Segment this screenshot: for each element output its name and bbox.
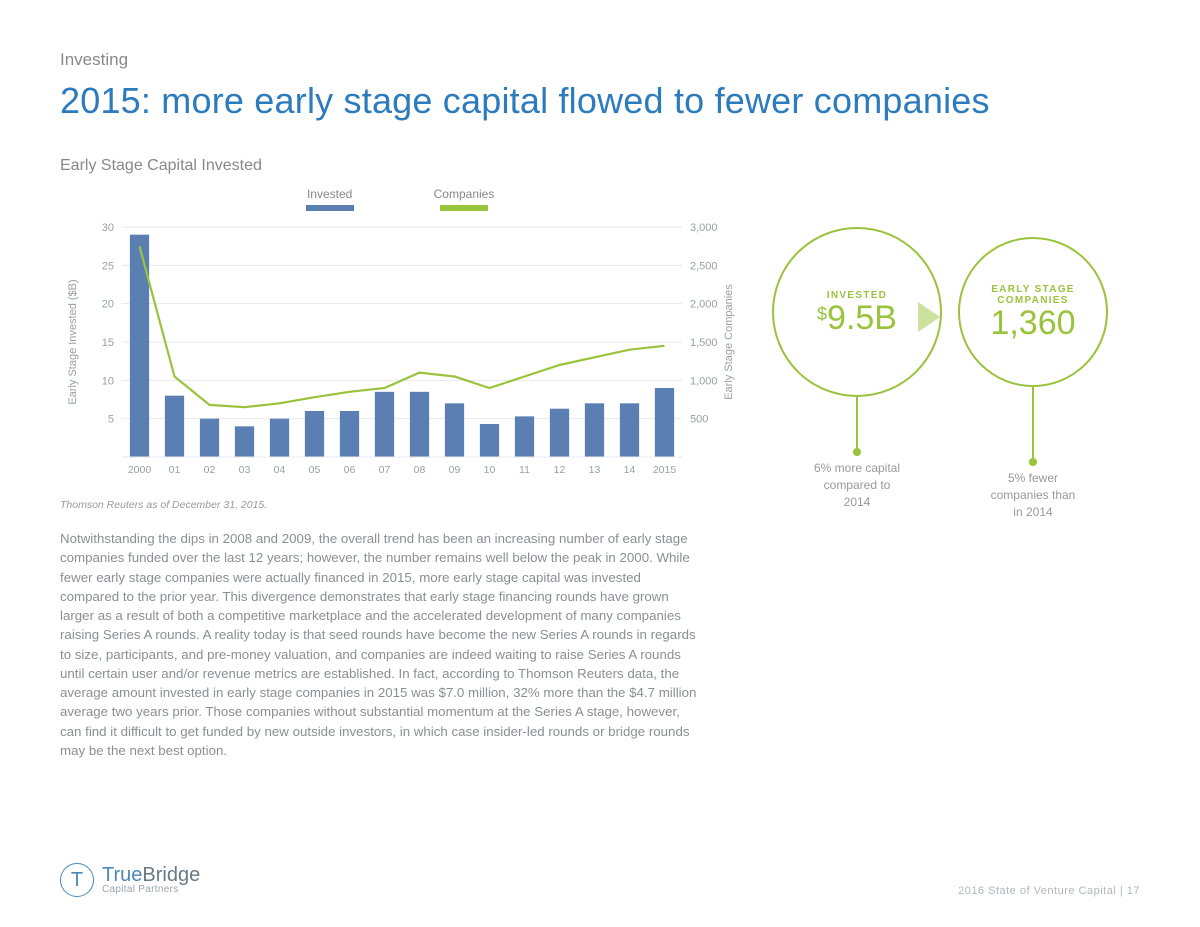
svg-text:20: 20 (102, 299, 114, 311)
bubble-invested-value: $9.5B (817, 301, 897, 335)
brand-subtitle: Capital Partners (102, 885, 200, 895)
svg-text:Early Stage Invested ($B): Early Stage Invested ($B) (67, 279, 79, 404)
svg-text:04: 04 (274, 464, 286, 476)
svg-text:5: 5 (108, 414, 114, 426)
bubble-companies-caption: 5% fewer companies than in 2014 (991, 470, 1076, 520)
svg-text:10: 10 (102, 375, 114, 387)
brand-logo: T TrueBridge Capital Partners (60, 863, 200, 897)
svg-text:07: 07 (379, 464, 391, 476)
svg-text:2015: 2015 (653, 464, 677, 476)
svg-text:2000: 2000 (128, 464, 152, 476)
svg-text:2,500: 2,500 (690, 260, 718, 272)
legend-invested-swatch (306, 205, 354, 211)
section-label: Investing (60, 50, 1140, 70)
page-footer: T TrueBridge Capital Partners 2016 State… (60, 863, 1140, 897)
svg-text:05: 05 (309, 464, 321, 476)
svg-text:25: 25 (102, 260, 114, 272)
bubble-invested: INVESTED $9.5B 6% more capital compared … (772, 227, 942, 520)
svg-text:08: 08 (414, 464, 426, 476)
bubble-stem (856, 397, 858, 452)
svg-text:30: 30 (102, 222, 114, 234)
svg-text:2,000: 2,000 (690, 299, 718, 311)
legend-companies-swatch (440, 205, 488, 211)
combo-chart: 5 10 15 20 25 30 500 1,000 1,500 2,000 2,500 3,000 2… (60, 217, 744, 487)
svg-text:500: 500 (690, 414, 708, 426)
bubble-stem (1032, 387, 1034, 462)
svg-text:11: 11 (519, 464, 530, 476)
bubble-invested-caption: 6% more capital compared to 2014 (814, 460, 900, 510)
svg-text:03: 03 (239, 464, 251, 476)
footer-page-info: 2016 State of Venture Capital | 17 (958, 885, 1140, 897)
legend-invested: Invested (306, 187, 354, 211)
svg-text:09: 09 (449, 464, 461, 476)
chart-title: Early Stage Capital Invested (60, 157, 700, 175)
brand-word-1: True (102, 864, 142, 886)
bubble-companies-value: 1,360 (990, 306, 1075, 340)
svg-text:1,500: 1,500 (690, 337, 718, 349)
bubble-companies-label: EARLY STAGECOMPANIES (991, 284, 1075, 306)
svg-text:13: 13 (589, 464, 601, 476)
source-note: Thomson Reuters as of December 31, 2015. (60, 499, 700, 511)
legend-companies-label: Companies (434, 187, 495, 201)
logo-t-icon: T (60, 863, 94, 897)
svg-text:02: 02 (204, 464, 216, 476)
bubble-companies: EARLY STAGECOMPANIES 1,360 5% fewer comp… (958, 227, 1108, 520)
key-figures: INVESTED $9.5B 6% more capital compared … (740, 227, 1140, 520)
svg-text:Early Stage Companies: Early Stage Companies (723, 284, 735, 400)
svg-text:01: 01 (169, 464, 181, 476)
chart-area: Invested Companies 510152025305001,0001,… (60, 187, 700, 487)
brand-word-2: Bridge (142, 864, 200, 886)
svg-text:10: 10 (484, 464, 496, 476)
legend-invested-label: Invested (307, 187, 352, 201)
svg-text:15: 15 (102, 337, 114, 349)
svg-text:12: 12 (554, 464, 566, 476)
legend-companies: Companies (434, 187, 495, 211)
page-title: 2015: more early stage capital flowed to… (60, 80, 1140, 122)
body-text: Notwithstanding the dips in 2008 and 200… (60, 529, 700, 760)
svg-text:14: 14 (624, 464, 636, 476)
svg-text:06: 06 (344, 464, 356, 476)
svg-text:1,000: 1,000 (690, 375, 718, 387)
svg-text:3,000: 3,000 (690, 222, 718, 234)
